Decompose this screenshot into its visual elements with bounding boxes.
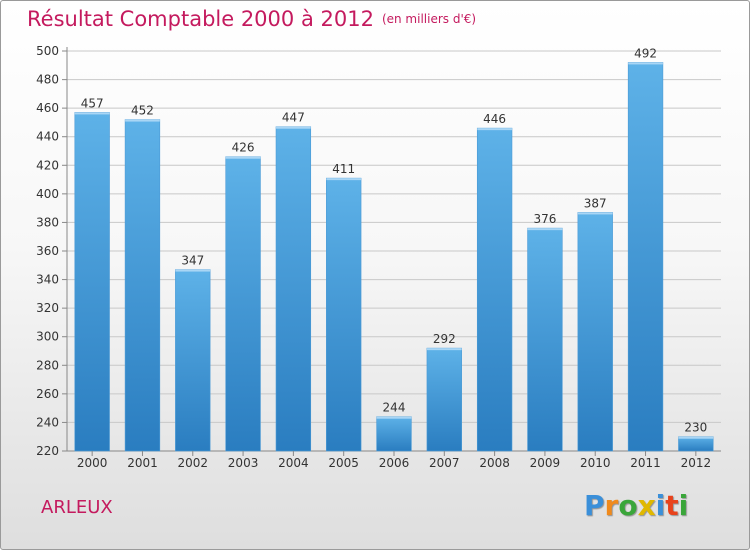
bar (527, 227, 563, 452)
y-tick-label: 300 (36, 330, 59, 344)
bar-highlight (628, 62, 663, 65)
x-tick-label: 2008 (479, 456, 510, 470)
data-label: 244 (383, 401, 406, 415)
bar (376, 416, 412, 452)
x-tick-label: 2001 (127, 456, 158, 470)
bar-highlight (678, 436, 714, 439)
bar-highlight (225, 156, 261, 159)
bar (275, 126, 312, 452)
logo-letter: r (604, 489, 619, 522)
data-label: 292 (433, 332, 456, 346)
y-tick-label: 420 (36, 158, 59, 172)
logo-letter: x (637, 489, 656, 522)
bar (678, 436, 714, 452)
bar (577, 212, 613, 452)
bar (326, 177, 362, 452)
bar (124, 119, 161, 452)
y-tick-label: 460 (36, 101, 59, 115)
bar-highlight (326, 178, 362, 181)
bar (74, 112, 110, 452)
data-label: 447 (282, 111, 305, 125)
bar-highlight (175, 269, 211, 272)
bar (225, 156, 261, 452)
data-label: 376 (533, 212, 556, 226)
x-tick-label: 2009 (530, 456, 561, 470)
chart-subtitle: (en milliers d'€) (381, 12, 477, 26)
x-tick-label: 2011 (630, 456, 661, 470)
y-tick-label: 240 (36, 415, 59, 429)
x-tick-label: 2010 (580, 456, 611, 470)
bar (627, 62, 664, 452)
data-label: 426 (232, 141, 255, 155)
logo-letter: i (655, 489, 666, 522)
commune-name: ARLEUX (41, 497, 113, 518)
y-tick-label: 280 (36, 358, 59, 372)
data-label: 387 (584, 196, 607, 210)
x-tick-label: 2012 (681, 456, 712, 470)
data-label: 446 (483, 112, 506, 126)
y-tick-label: 220 (36, 444, 59, 458)
y-tick-label: 380 (36, 215, 59, 229)
y-tick-label: 400 (36, 187, 59, 201)
logo-letter: t (665, 489, 679, 522)
x-tick-label: 2007 (429, 456, 460, 470)
logo-letter: P (584, 489, 605, 522)
chart-title: Résultat Comptable 2000 à 2012 (27, 7, 374, 31)
bar (476, 127, 513, 452)
x-tick-label: 2000 (77, 456, 108, 470)
bar-highlight (125, 119, 160, 122)
x-tick-label: 2004 (278, 456, 309, 470)
y-tick-label: 260 (36, 387, 59, 401)
logo-letter: i (678, 489, 689, 522)
y-tick-label: 480 (36, 73, 59, 87)
chart-title-block: Résultat Comptable 2000 à 2012 (en millie… (27, 7, 476, 31)
y-tick-label: 440 (36, 130, 59, 144)
y-tick-label: 340 (36, 273, 59, 287)
data-label: 492 (634, 46, 657, 60)
y-tick-label: 500 (36, 44, 59, 58)
data-label: 452 (131, 104, 154, 118)
bar (175, 269, 211, 452)
y-tick-label: 360 (36, 244, 59, 258)
data-label: 347 (181, 254, 204, 268)
bar-highlight (477, 128, 512, 131)
bar-highlight (376, 416, 412, 419)
x-tick-label: 2005 (328, 456, 359, 470)
bar-highlight (577, 212, 613, 215)
logo-letter: o (618, 489, 638, 522)
data-label: 457 (81, 96, 104, 110)
x-tick-label: 2006 (379, 456, 410, 470)
data-label: 230 (684, 421, 707, 435)
x-tick-label: 2002 (177, 456, 208, 470)
y-tick-label: 320 (36, 301, 59, 315)
x-tick-label: 2003 (228, 456, 259, 470)
bar (426, 347, 462, 452)
bar-highlight (527, 228, 563, 231)
bar-highlight (74, 112, 110, 115)
bar-highlight (276, 126, 311, 129)
proxiti-logo: Proxiti (584, 489, 688, 522)
bar-highlight (426, 348, 462, 351)
data-label: 411 (332, 162, 355, 176)
